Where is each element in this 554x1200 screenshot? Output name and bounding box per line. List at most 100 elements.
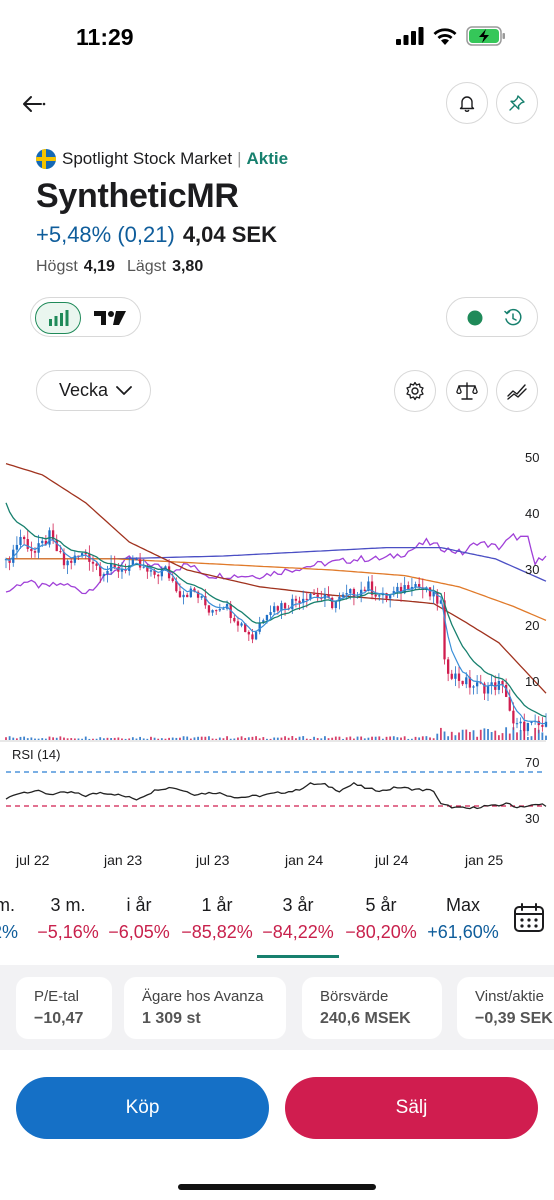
candle-body: [84, 553, 87, 555]
candle-body: [157, 574, 160, 577]
volume-bar: [117, 737, 120, 740]
candle-body: [204, 596, 207, 606]
simple-chart-button[interactable]: [35, 302, 81, 334]
volume-bar: [157, 738, 160, 740]
candle-body: [138, 559, 142, 568]
candle-body: [345, 593, 348, 595]
tab-3y[interactable]: 3 år −84,22%: [260, 895, 336, 943]
candle-body: [515, 723, 519, 725]
sell-button[interactable]: Sälj: [285, 1077, 538, 1139]
volume-bar: [447, 736, 450, 740]
custom-period-button[interactable]: [513, 903, 545, 938]
candle-body: [30, 548, 33, 552]
tab-1m[interactable]: m. 2%: [0, 895, 18, 943]
volume-bar: [316, 738, 319, 740]
candle-body: [193, 588, 196, 592]
card-value: 240,6 MSEK: [320, 1010, 411, 1027]
candle-body: [309, 593, 312, 600]
volume-bar: [526, 736, 529, 740]
volume-bar: [461, 729, 464, 740]
live-toggle[interactable]: [446, 297, 538, 337]
candle-body: [73, 555, 77, 563]
tab-5y[interactable]: 5 år −80,20%: [344, 895, 418, 943]
volume-bar: [320, 738, 323, 740]
volume-bar: [135, 738, 138, 740]
chart-settings-button[interactable]: [394, 370, 436, 412]
volume-bar: [222, 738, 225, 740]
volume-bar: [92, 738, 94, 740]
pin-icon: [509, 95, 525, 111]
volume-bar: [204, 736, 207, 740]
instrument-type[interactable]: Aktie: [246, 149, 289, 168]
volume-bar: [30, 737, 33, 740]
candle-body: [414, 584, 417, 587]
volume-bar: [421, 736, 424, 740]
candle-body: [91, 561, 95, 564]
tab-max[interactable]: Max +61,60%: [426, 895, 500, 943]
candle-body: [182, 594, 185, 598]
volume-bar: [458, 732, 460, 740]
volume-bar: [487, 728, 489, 740]
volume-bar: [436, 733, 439, 740]
volume-bar: [168, 737, 170, 740]
tradingview-button[interactable]: [87, 302, 133, 334]
candle-body: [269, 612, 272, 616]
volume-bar: [396, 737, 399, 740]
volume-bar: [324, 736, 326, 740]
candle-body: [22, 536, 26, 540]
battery-charging-icon: [466, 26, 505, 46]
chevron-down-icon: [116, 385, 132, 395]
period-dropdown[interactable]: Vecka: [36, 370, 151, 411]
volume-bar: [530, 736, 533, 740]
volume-bar: [55, 737, 58, 740]
candle-body: [55, 539, 58, 552]
notification-button[interactable]: [446, 82, 488, 124]
volume-bar: [385, 736, 388, 740]
volume-bar: [374, 736, 377, 740]
volume-bar: [519, 729, 522, 740]
tab-1y[interactable]: 1 år −85,82%: [180, 895, 254, 943]
candle-body: [446, 659, 450, 674]
candle-body: [519, 721, 522, 724]
card-label: P/E-tal: [34, 988, 80, 1005]
price-change: +5,48% (0,21): [36, 222, 175, 247]
volume-bar: [356, 736, 359, 740]
candle-body: [302, 598, 305, 604]
price-chart[interactable]: 50 40 30 20 10 RSI (14) 70 30 jul 22 jan…: [0, 440, 554, 880]
volume-bar: [363, 738, 366, 740]
chart-options: Vecka: [0, 370, 554, 412]
candle-body: [378, 595, 381, 597]
price-tick-10: 10: [525, 674, 539, 689]
candle-body: [283, 603, 287, 609]
candle-body: [66, 560, 69, 566]
long-moving-average-orange-line: [6, 558, 547, 621]
candle-body: [273, 606, 276, 613]
card-label: Vinst/aktie: [475, 988, 544, 1005]
card-owners[interactable]: Ägare hos Avanza 1 309 st: [124, 977, 286, 1039]
indicators-button[interactable]: [496, 370, 538, 412]
tab-ytd[interactable]: i år −6,05%: [106, 895, 172, 943]
volume-bar: [12, 737, 15, 740]
rsi-tick-30: 30: [525, 811, 539, 826]
candle-body: [131, 559, 134, 566]
volume-bar: [360, 736, 363, 740]
candle-body: [236, 621, 240, 626]
volume-bar: [273, 737, 276, 740]
candle-body: [526, 722, 530, 732]
card-eps[interactable]: Vinst/aktie −0,39 SEK: [457, 977, 554, 1039]
candle-body: [312, 593, 316, 595]
long-moving-average-line: [5, 462, 547, 694]
back-button[interactable]: [18, 88, 50, 120]
volume-bar: [5, 737, 7, 740]
pin-button[interactable]: [496, 82, 538, 124]
volume-bar: [23, 736, 26, 740]
tab-3m[interactable]: 3 m. −5,16%: [36, 895, 100, 943]
buy-button[interactable]: Köp: [16, 1077, 269, 1139]
volume-bar: [382, 738, 384, 740]
card-market-cap[interactable]: Börsvärde 240,6 MSEK: [302, 977, 442, 1039]
volume-bar: [193, 737, 196, 740]
candle-body: [59, 551, 62, 553]
volume-bar: [237, 737, 239, 740]
card-pe[interactable]: P/E-tal −10,47: [16, 977, 112, 1039]
compare-button[interactable]: [446, 370, 488, 412]
